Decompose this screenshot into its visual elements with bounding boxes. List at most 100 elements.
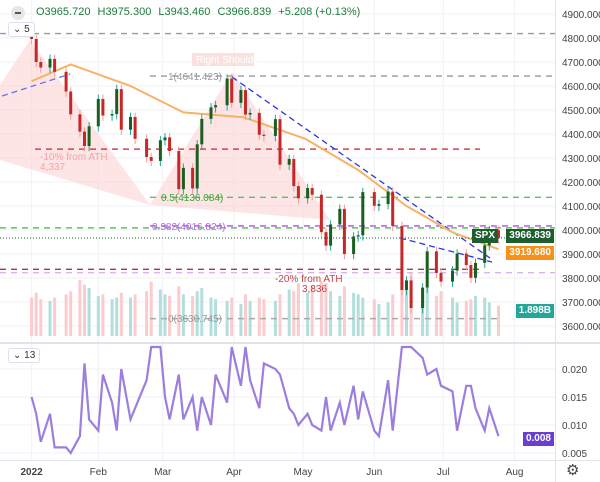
fib-1-label: 1(4641.423) xyxy=(168,72,222,83)
volume-bar xyxy=(119,292,123,336)
candle-body xyxy=(352,236,356,254)
hide-legend-button[interactable] xyxy=(11,6,25,20)
ohlc-legend: O3965.720 H3975.300 L3943.460 C3966.839 … xyxy=(36,6,364,18)
candle-body xyxy=(377,204,381,206)
candle-body xyxy=(273,119,277,136)
candle-body xyxy=(64,71,68,92)
volume-bar xyxy=(149,281,153,336)
candle-body xyxy=(83,131,86,146)
volume-bar xyxy=(329,291,333,336)
low-value: L3943.460 xyxy=(158,6,211,18)
volume-bars xyxy=(30,272,500,336)
candle-body xyxy=(163,137,167,141)
candle-body xyxy=(464,253,468,266)
annotations: Right Shoulder 1(4641.423) -10% from ATH… xyxy=(40,53,343,325)
horizontal-levels xyxy=(0,32,555,320)
candle-body xyxy=(200,118,204,145)
trendlines xyxy=(1,73,493,263)
volume-bar xyxy=(469,299,473,336)
volume-bar xyxy=(439,291,443,336)
ma-value-tag: 3919.680 xyxy=(506,246,554,260)
candle-body xyxy=(225,78,229,106)
volume-bar xyxy=(455,302,459,336)
volume-bar xyxy=(352,292,356,336)
candle-body xyxy=(483,245,487,263)
candles xyxy=(30,29,500,314)
candle-body xyxy=(115,89,119,115)
candle-body xyxy=(296,186,300,199)
candle-body xyxy=(469,265,473,278)
settings-gear-icon[interactable]: ⚙ xyxy=(566,462,580,479)
x-tick-label: Jul xyxy=(437,467,450,478)
fib-0-label: 0(3630.745) xyxy=(168,314,222,325)
volume-bar xyxy=(163,294,167,336)
volume-bar xyxy=(209,297,213,336)
high-value: H3975.300 xyxy=(97,6,152,18)
ath20-label: -20% from ATH xyxy=(275,274,343,285)
volume-bar xyxy=(319,281,323,336)
volume-bar xyxy=(405,281,408,336)
y-tick-label: 4000.000 xyxy=(562,226,600,237)
candle-body xyxy=(400,225,404,290)
change-value: +5.208 (+0.13%) xyxy=(278,6,361,18)
candle-body xyxy=(181,167,185,190)
volume-bar xyxy=(425,288,429,336)
candle-body xyxy=(48,58,52,68)
y-tick-label: 4600.000 xyxy=(562,82,600,93)
y-tick-label: 3600.000 xyxy=(562,322,600,333)
candle-body xyxy=(386,191,390,205)
indicator-value-tag: 0.008 xyxy=(522,432,554,446)
candle-body xyxy=(244,90,247,115)
trendline[interactable] xyxy=(1,73,71,97)
indicator-pane-collapse-button[interactable]: ⌄ 13 xyxy=(8,348,41,363)
right-shoulder-shape xyxy=(150,72,330,220)
x-tick-label: May xyxy=(294,467,313,478)
candle-body xyxy=(195,144,199,189)
volume-bar xyxy=(487,302,491,336)
right-shoulder-label: Right Shoulder xyxy=(196,55,263,66)
y-tick-label: 4700.000 xyxy=(562,58,600,69)
candle-body xyxy=(372,192,376,206)
volume-bar xyxy=(257,297,261,336)
candle-body xyxy=(324,232,328,246)
ath20-value: 3,836 xyxy=(302,284,327,295)
candle-body xyxy=(262,134,266,136)
candle-body xyxy=(409,280,413,308)
candle-body xyxy=(338,208,342,225)
candle-body xyxy=(209,107,213,119)
candle-body xyxy=(149,157,153,161)
y-tick-label: 4300.000 xyxy=(562,154,600,165)
volume-bar xyxy=(377,304,381,336)
indicator-tick-label: 0.020 xyxy=(562,365,587,376)
candle-body xyxy=(34,38,38,62)
trendline[interactable] xyxy=(399,237,493,263)
volume-bar xyxy=(78,280,82,336)
candle-body xyxy=(158,140,162,161)
y-tick-label: 4400.000 xyxy=(562,130,600,141)
volume-bar xyxy=(48,300,52,336)
candle-body xyxy=(239,90,243,103)
close-value: C3966.839 xyxy=(217,6,272,18)
price-pane-collapse-button[interactable]: ⌄ 5 xyxy=(8,22,35,37)
volume-bar xyxy=(296,283,300,336)
fib-05-label: 0.5(4136.084) xyxy=(161,193,223,204)
last-price-tag: 3966.839 xyxy=(506,229,554,243)
indicator-tick-label: 0.010 xyxy=(562,421,587,432)
volume-bar xyxy=(200,288,204,336)
candle-body xyxy=(39,62,43,68)
candle-body xyxy=(214,105,218,108)
candle-body xyxy=(310,188,314,195)
volume-bar xyxy=(110,299,114,336)
volume-bar xyxy=(115,297,119,336)
candle-body xyxy=(248,112,252,115)
volume-bar xyxy=(181,294,185,336)
y-tick-label: 3900.000 xyxy=(562,250,600,261)
candle-body xyxy=(96,98,100,127)
y-tick-label: 4100.000 xyxy=(562,202,600,213)
y-tick-label: 3800.000 xyxy=(562,274,600,285)
volume-bar xyxy=(158,289,162,336)
volume-bar xyxy=(195,291,199,336)
trendline[interactable] xyxy=(231,76,491,259)
x-tick-label: Jun xyxy=(366,467,382,478)
